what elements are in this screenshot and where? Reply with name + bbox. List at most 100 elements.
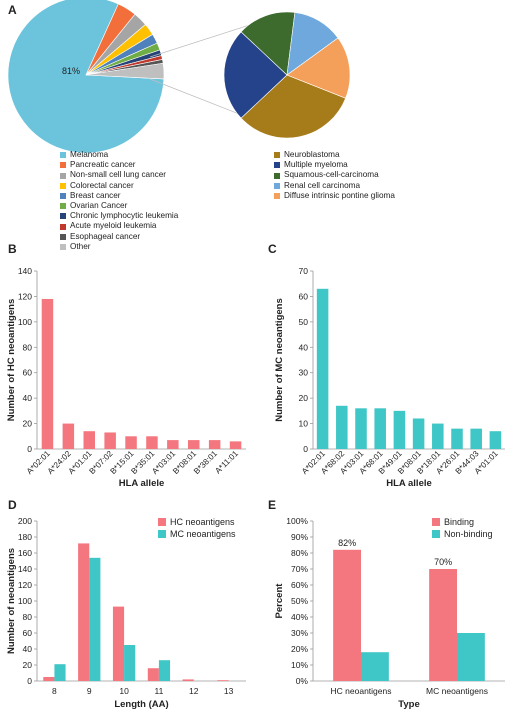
- panel-d-x-tick-label: 11: [155, 686, 164, 696]
- legend-breakout-swatch: [274, 152, 280, 159]
- legend-breakout-swatch: [274, 172, 280, 179]
- panel-d-x-tick-label: 10: [119, 686, 129, 696]
- legend-main-item: Esophageal cancer: [60, 232, 178, 242]
- panel-e-y-tick-label: 100%: [286, 516, 308, 526]
- panel-c-y-tick-label: 0: [303, 444, 308, 454]
- panel-c-bar-6: [432, 423, 444, 449]
- panel-d-y-axis-label: Number of neoantigens: [6, 548, 17, 654]
- panel-b-y-axis-label: Number of HC neoantigens: [6, 299, 17, 421]
- legend-breakout-swatch: [274, 162, 280, 169]
- panel-b-y-tick-label: 40: [23, 393, 33, 403]
- panel-letter-a: A: [8, 3, 17, 17]
- panel-d-y-tick-label: 120: [18, 580, 32, 590]
- panel-letter-b: B: [8, 242, 17, 256]
- panel-b-y-tick-label: 0: [27, 444, 32, 454]
- panel-c-bar-8: [470, 428, 482, 449]
- panel-d-x-axis-label: Length (AA): [114, 699, 168, 710]
- legend-main-swatch: [60, 172, 66, 179]
- panel-d-y-tick-label: 20: [23, 660, 33, 670]
- panel-c-y-tick-label: 60: [299, 291, 309, 301]
- panel-c-y-tick-label: 30: [299, 368, 309, 378]
- panel-c-y-tick-label: 10: [299, 419, 309, 429]
- panel-b-y-tick-label: 140: [18, 266, 32, 276]
- panel-e-y-tick-label: 40%: [291, 612, 308, 622]
- panel-d-bar-s1-1: [89, 557, 101, 681]
- panel-d-bar-s0-2: [112, 606, 125, 681]
- legend-breakout-label: Renal cell carcinoma: [284, 180, 360, 190]
- legend-main-swatch: [60, 162, 66, 169]
- panel-e-y-tick-label: 80%: [291, 548, 308, 558]
- panel-c-y-tick-label: 40: [299, 342, 309, 352]
- pie-connector-top: [149, 20, 263, 58]
- legend-breakout-label: Neuroblastoma: [284, 150, 340, 159]
- legend-breakout-item: Renal cell carcinoma: [274, 181, 395, 191]
- panel-e-data-label: 70%: [434, 557, 452, 567]
- panel-d-bar-s0-4: [182, 679, 194, 681]
- legend-main-swatch: [60, 152, 66, 159]
- panel-b-bar-4: [125, 436, 137, 449]
- panel-e-y-tick-label: 20%: [291, 644, 308, 654]
- legend-main-item: Ovarian Cancer: [60, 201, 178, 211]
- panel-e-bar-s0-1: [429, 569, 457, 681]
- legend-main-label: Breast cancer: [70, 190, 121, 200]
- pie-breakout-slice-0: [240, 74, 346, 139]
- legend-breakout-swatch: [274, 182, 280, 189]
- panel-d-y-tick-label: 0: [27, 676, 32, 686]
- panel-b-bar-3: [104, 432, 116, 449]
- panel-b-bar-0: [41, 298, 54, 449]
- legend-main-label: Melanoma: [70, 150, 109, 159]
- panel-d-x-tick-label: 13: [224, 686, 234, 696]
- panel-c-bar-9: [489, 431, 502, 449]
- panel-e-y-tick-label: 50%: [291, 596, 308, 606]
- pie-main-slice-9: [85, 62, 165, 80]
- panel-d-y-tick-label: 180: [18, 532, 32, 542]
- panel-c-bar-4: [393, 410, 406, 449]
- panel-c-bar-0: [316, 288, 329, 449]
- panel-b-x-tick-label: A*11:01: [213, 449, 240, 476]
- panel-d-x-tick-label: 8: [52, 686, 57, 696]
- legend-main-swatch: [60, 233, 66, 240]
- panel-d-legend-swatch: [158, 530, 166, 538]
- legend-main-label: Esophageal cancer: [70, 231, 141, 241]
- panel-b-y-tick-label: 120: [18, 291, 32, 301]
- panel-d-x-tick-label: 12: [189, 686, 199, 696]
- legend-main-item: Colorectal cancer: [60, 181, 178, 191]
- legend-main-label: Pancreatic cancer: [70, 160, 136, 170]
- panel-d-bar-s0-5: [217, 680, 229, 681]
- legend-main-swatch: [60, 223, 66, 230]
- panel-b-bar-2: [83, 431, 95, 449]
- legend-breakout-item: Diffuse intrinsic pontine glioma: [274, 191, 395, 201]
- panel-b-bar-5: [146, 436, 158, 449]
- pie-main-percent-label: 81%: [62, 66, 80, 76]
- panel-d-y-tick-label: 140: [18, 564, 32, 574]
- panel-b-y-tick-label: 80: [23, 342, 33, 352]
- pie-legend-breakout: Neuroblastoma Multiple myeloma Squamous-ce…: [274, 150, 395, 201]
- panel-d-y-tick-label: 80: [23, 612, 33, 622]
- legend-breakout-item: Multiple myeloma: [274, 160, 395, 170]
- panel-e-x-axis-label: Type: [398, 699, 419, 710]
- legend-main-label: Colorectal cancer: [70, 180, 134, 190]
- pie-main-slice-melanoma: [7, 0, 165, 154]
- pie-legend-main: Melanoma Pancreatic cancer Non-small cell …: [60, 150, 178, 252]
- legend-main-item: Breast cancer: [60, 191, 178, 201]
- legend-main-swatch: [60, 192, 66, 199]
- panel-c-bar-5: [412, 418, 425, 449]
- panel-e-x-tick-label: HC neoantigens: [331, 686, 392, 696]
- panel-e-y-tick-label: 10%: [291, 660, 308, 670]
- panel-d-y-tick-label: 100: [18, 596, 32, 606]
- panel-d-y-tick-label: 40: [23, 644, 33, 654]
- legend-main-swatch: [60, 182, 66, 189]
- panel-e-legend-label: Non-binding: [444, 529, 493, 539]
- legend-breakout-item: Squamous-cell-carcinoma: [274, 170, 395, 180]
- legend-main-item: Chronic lymphocytic leukemia: [60, 211, 178, 221]
- panel-d-bar-s0-1: [78, 543, 90, 681]
- legend-main-item: Other: [60, 242, 178, 252]
- legend-breakout-label: Diffuse intrinsic pontine glioma: [284, 190, 395, 200]
- panel-b-y-tick-label: 20: [23, 419, 33, 429]
- panel-d-y-tick-label: 60: [23, 628, 33, 638]
- panel-c-y-tick-label: 50: [299, 317, 309, 327]
- legend-main-swatch: [60, 213, 66, 220]
- panel-c-x-axis-label: HLA allele: [386, 478, 432, 489]
- legend-breakout-label: Squamous-cell-carcinoma: [284, 170, 379, 180]
